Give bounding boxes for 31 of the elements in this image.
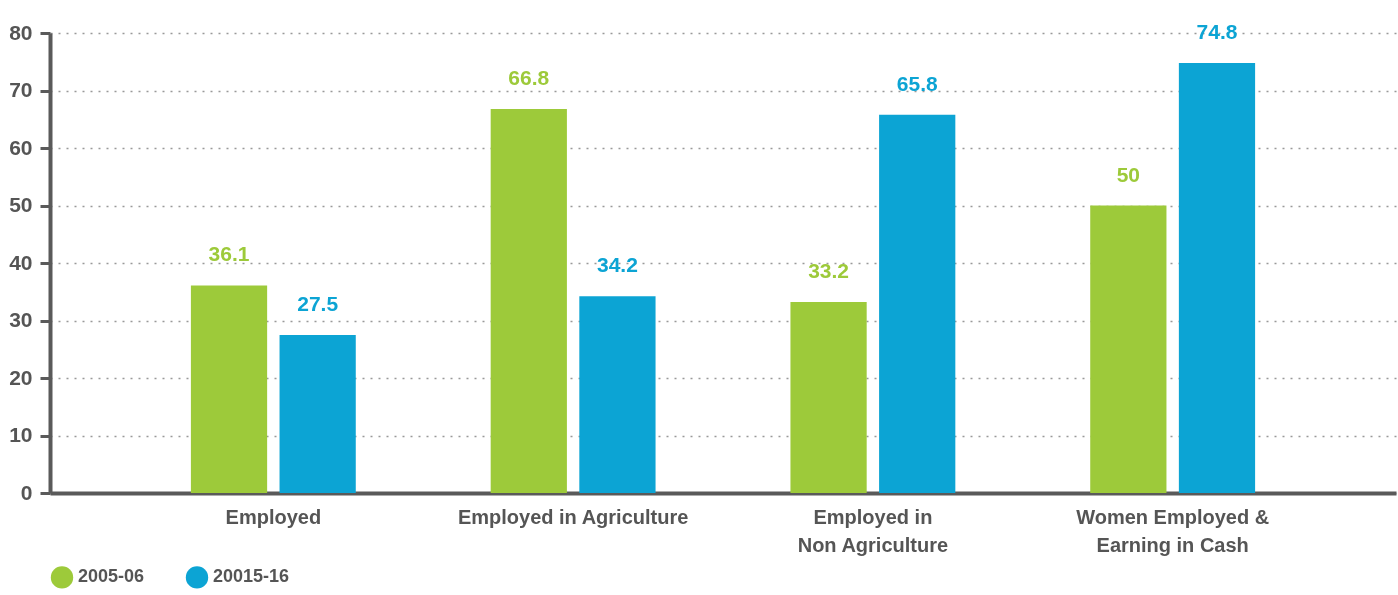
bar <box>490 108 567 493</box>
y-tick-label: 30 <box>9 308 33 331</box>
bar <box>1090 205 1167 493</box>
bar <box>879 114 956 493</box>
x-tick-label: Employed in Non Agriculture <box>797 505 949 556</box>
data-label: 50 <box>1116 162 1141 186</box>
bar <box>279 334 356 493</box>
y-tick-label: 50 <box>9 193 33 216</box>
data-label: 33.2 <box>808 259 849 283</box>
x-tick-label: Women Employed & Earning in Cash <box>1076 505 1270 556</box>
x-tick-label: Employed in Agriculture <box>457 505 689 528</box>
y-tick-label: 20 <box>9 365 33 389</box>
bar <box>1178 62 1256 493</box>
data-label: 66.8 <box>508 65 550 89</box>
y-tick-label: 70 <box>9 78 33 101</box>
y-tick-label: 10 <box>9 423 33 446</box>
legend-label: 20015-16 <box>213 566 290 587</box>
data-label: 36.1 <box>208 242 250 266</box>
y-tick-label: 80 <box>9 20 33 44</box>
data-label: 34.2 <box>597 253 638 277</box>
bar <box>190 285 268 493</box>
y-tick-label: 60 <box>9 135 33 159</box>
y-tick-label: 0 <box>20 480 33 504</box>
y-tick-label: 40 <box>9 250 33 274</box>
bar <box>790 302 867 493</box>
data-label: 74.8 <box>1196 19 1238 43</box>
data-label: 65.8 <box>896 71 938 95</box>
data-label: 27.5 <box>297 291 339 315</box>
legend-label: 2005-06 <box>78 566 145 587</box>
bar <box>579 296 656 493</box>
x-tick-label: Employed <box>225 505 322 528</box>
